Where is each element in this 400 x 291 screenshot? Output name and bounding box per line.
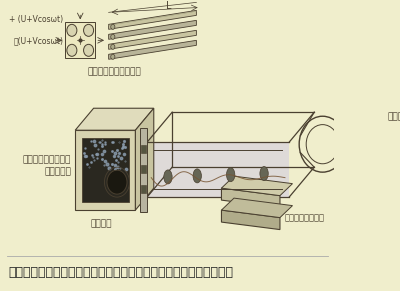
Bar — [141, 145, 146, 153]
Ellipse shape — [193, 169, 202, 183]
Bar — [65, 22, 95, 58]
Polygon shape — [222, 210, 280, 230]
Bar — [141, 165, 146, 173]
Circle shape — [84, 24, 94, 36]
Polygon shape — [222, 176, 292, 196]
Circle shape — [111, 34, 115, 39]
Text: －(U+Vcosωt): －(U+Vcosωt) — [14, 37, 64, 46]
Polygon shape — [222, 188, 280, 207]
Text: 分離と検出: 分離と検出 — [44, 168, 71, 177]
Polygon shape — [375, 112, 384, 164]
Circle shape — [67, 24, 77, 36]
Circle shape — [84, 44, 94, 56]
Text: 検出器: 検出器 — [388, 113, 400, 122]
Polygon shape — [75, 130, 135, 210]
Polygon shape — [147, 142, 289, 197]
Text: 図１　四重極形アナライザーにおけるイオンの分離と検出の概念図: 図１ 四重極形アナライザーにおけるイオンの分離と検出の概念図 — [8, 265, 233, 278]
Text: L: L — [166, 1, 172, 11]
Text: 四重極でのイオンの: 四重極でのイオンの — [23, 156, 71, 165]
Polygon shape — [109, 40, 196, 59]
Circle shape — [111, 54, 115, 59]
Polygon shape — [135, 108, 154, 210]
Ellipse shape — [260, 166, 268, 180]
Ellipse shape — [226, 168, 235, 182]
Circle shape — [67, 44, 77, 56]
Polygon shape — [109, 30, 196, 49]
Circle shape — [111, 44, 115, 49]
Text: 四重極への電圧の印加: 四重極への電圧の印加 — [87, 68, 141, 77]
Circle shape — [111, 24, 115, 29]
Polygon shape — [140, 128, 147, 212]
Polygon shape — [222, 198, 292, 218]
Polygon shape — [342, 122, 375, 164]
Polygon shape — [342, 112, 384, 122]
Circle shape — [107, 170, 127, 194]
Text: イオン源: イオン源 — [90, 220, 112, 229]
Bar — [82, 138, 129, 202]
Polygon shape — [75, 108, 154, 130]
Text: 一体型四重極の例: 一体型四重極の例 — [284, 214, 324, 223]
Bar — [141, 185, 146, 193]
Polygon shape — [109, 10, 196, 29]
Text: + (U+Vcosωt): + (U+Vcosωt) — [9, 15, 64, 24]
Ellipse shape — [164, 170, 172, 184]
Polygon shape — [109, 20, 196, 39]
